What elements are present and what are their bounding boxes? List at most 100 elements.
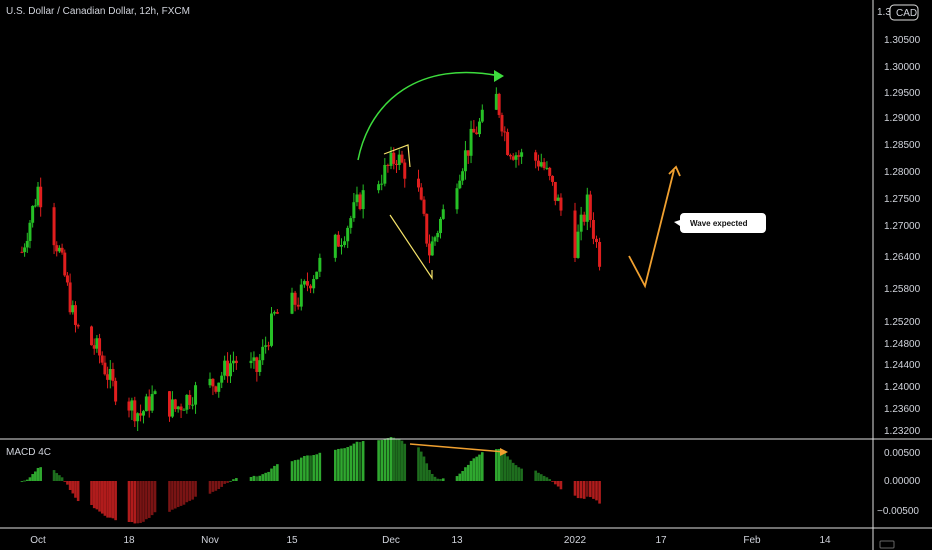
candle-body: [389, 152, 393, 166]
macd-bar: [171, 481, 174, 510]
macd-bar: [585, 481, 589, 497]
macd-bar: [579, 481, 583, 499]
candle-body: [588, 194, 592, 220]
macd-bar: [108, 481, 112, 518]
candle-body: [52, 207, 56, 246]
macd-divergence-line: [409, 443, 506, 453]
candle-body: [500, 114, 504, 132]
macd-bar: [542, 475, 546, 481]
macd-bar: [182, 481, 186, 505]
candle-body: [39, 186, 43, 208]
macd-bar: [309, 455, 312, 481]
macd-bar: [539, 474, 543, 481]
macd-bar: [439, 478, 442, 481]
candle-body: [349, 218, 353, 228]
macd-bar: [506, 456, 509, 481]
candle-body: [71, 305, 75, 313]
candle-body: [36, 186, 40, 206]
macd-bar: [380, 439, 384, 481]
candle-body: [545, 167, 549, 169]
macd-bar: [386, 438, 390, 481]
candle-body: [188, 394, 192, 405]
price-tick-label: 1.27500: [884, 194, 921, 205]
macd-bar: [428, 469, 431, 481]
macd-bar: [343, 448, 346, 481]
candle-body: [417, 178, 420, 188]
macd-bar: [136, 481, 139, 524]
macd-bar: [211, 481, 215, 492]
macd-bar: [114, 481, 117, 521]
macd-bar: [495, 449, 498, 481]
candle-body: [73, 305, 77, 325]
wave-expected-callout[interactable]: [674, 213, 766, 233]
candle-body: [185, 394, 189, 410]
candle-body: [340, 244, 343, 247]
macd-bar: [103, 481, 107, 516]
candle-body: [343, 241, 347, 245]
macd-bar: [469, 460, 473, 481]
macd-bar: [337, 448, 340, 481]
macd-bar: [589, 481, 592, 498]
macd-bar: [455, 476, 459, 481]
candle-body: [173, 399, 177, 410]
time-axis-labels: Oct 18 Nov 15 Dec 13 2022 17 Feb 14: [30, 535, 831, 546]
candle-body: [463, 150, 467, 172]
macd-bar: [36, 467, 40, 481]
candle-body: [315, 271, 319, 279]
candle-body: [255, 357, 259, 372]
candle-body: [559, 197, 563, 211]
candle-body: [191, 404, 195, 406]
macd-bar: [25, 479, 29, 481]
macd-bar: [194, 481, 197, 497]
candle-body: [397, 154, 401, 165]
candle-body: [133, 400, 137, 422]
macd-bar: [306, 455, 309, 481]
candle-body: [223, 360, 227, 376]
symbol-title: U.S. Dollar / Canadian Dollar, 12h, FXCM: [6, 6, 190, 17]
macd-bar: [264, 472, 267, 481]
macd-bar: [475, 456, 478, 481]
macd-bar: [270, 468, 273, 481]
time-tick-label: 17: [655, 535, 667, 546]
macd-bar: [556, 481, 560, 487]
macd-bar: [31, 474, 34, 481]
candle-body: [497, 93, 501, 115]
candle-body: [261, 346, 265, 361]
candle-body: [475, 132, 479, 135]
candle-body: [68, 282, 72, 313]
macd-bar: [226, 481, 229, 483]
macd-tick-label: 0.00500: [884, 448, 921, 459]
macd-bar: [361, 441, 365, 481]
price-tick-label: 1.24400: [884, 360, 921, 371]
macd-bar: [63, 481, 67, 482]
macd-bar: [334, 449, 337, 481]
price-tick-label: 1.28500: [884, 140, 921, 151]
price-tick-label: 1.24800: [884, 339, 921, 350]
time-tick-label: Dec: [382, 535, 400, 546]
candle-body: [598, 241, 602, 267]
candle-body: [23, 247, 27, 253]
candle-body: [90, 326, 94, 346]
candle-body: [333, 234, 337, 258]
macd-bar: [551, 481, 554, 482]
candle-body: [517, 155, 521, 157]
macd-bar: [352, 443, 356, 481]
yellow-top-line: [383, 144, 411, 168]
settings-icon[interactable]: [879, 540, 895, 549]
candle-body: [144, 396, 148, 412]
macd-bar: [419, 451, 423, 481]
yellow-bottom-line: [389, 214, 433, 280]
currency-badge[interactable]: [889, 4, 919, 21]
macd-bar: [217, 481, 221, 490]
macd-bar: [214, 481, 218, 491]
candle-body: [305, 281, 309, 286]
macd-bar: [98, 481, 101, 512]
macd-bar: [208, 481, 212, 494]
macd-bar: [90, 481, 93, 505]
macd-bar: [95, 481, 99, 510]
candle-body: [252, 357, 256, 361]
candle-body: [63, 252, 67, 276]
candle-body: [582, 214, 586, 222]
macd-bar: [74, 481, 77, 498]
